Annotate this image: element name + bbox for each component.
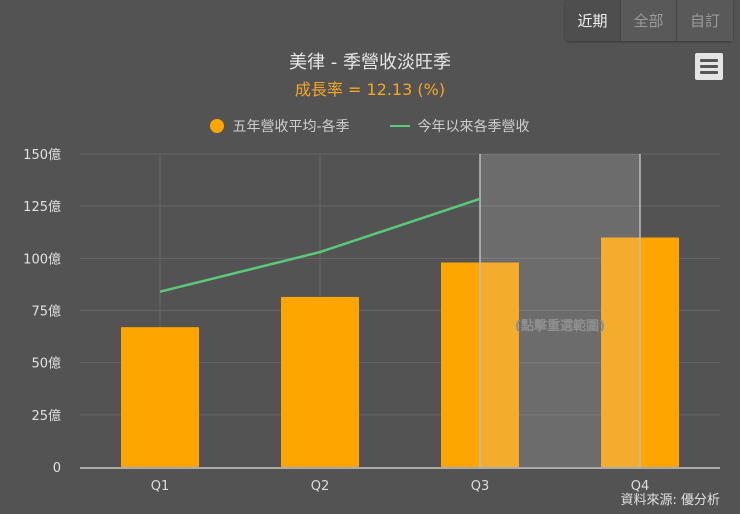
bar-q1[interactable] xyxy=(121,327,199,467)
y-axis-tick: 100億 xyxy=(23,251,61,267)
chart-legend: 五年營收平均-各季 今年以來各季營收 xyxy=(0,116,740,136)
range-button-custom[interactable]: 自訂 xyxy=(677,0,733,41)
bar-q2[interactable] xyxy=(281,296,359,467)
reselect-range-label[interactable]: (點擊重選範圍) xyxy=(515,318,605,334)
x-axis-tick: Q4 xyxy=(631,479,650,494)
legend-label: 今年以來各季營收 xyxy=(417,119,530,135)
x-axis-tick: Q3 xyxy=(471,479,490,494)
chart-subtitle: 成長率 = 12.13 (%) xyxy=(294,80,446,99)
x-axis-tick: Q1 xyxy=(151,479,170,494)
x-axis-tick: Q2 xyxy=(311,479,330,494)
hamburger-menu-icon[interactable] xyxy=(695,53,723,80)
selection-band[interactable] xyxy=(480,154,640,467)
y-axis-tick: 0 xyxy=(53,461,61,476)
range-button-all[interactable]: 全部 xyxy=(621,0,677,41)
ytd-revenue-line[interactable] xyxy=(159,197,481,293)
y-axis-tick: 150億 xyxy=(23,147,61,163)
y-axis-tick: 75億 xyxy=(31,304,61,320)
range-selector: 近期 全部 自訂 xyxy=(565,0,733,41)
chart-title: 美律 - 季營收淡旺季 xyxy=(289,52,451,73)
legend-item-ytd-revenue[interactable]: 今年以來各季營收 xyxy=(389,116,530,136)
y-axis-tick: 25億 xyxy=(31,408,61,424)
y-axis-tick: 125億 xyxy=(23,199,61,215)
legend-item-five-year-avg[interactable]: 五年營收平均-各季 xyxy=(210,116,350,136)
y-axis-tick: 50億 xyxy=(31,356,61,372)
legend-line-icon xyxy=(389,125,410,127)
legend-circle-icon xyxy=(210,119,225,133)
legend-label: 五年營收平均-各季 xyxy=(232,119,350,135)
data-source-credit: 資料來源: 優分析 xyxy=(620,493,720,508)
range-button-recent[interactable]: 近期 xyxy=(565,0,621,41)
